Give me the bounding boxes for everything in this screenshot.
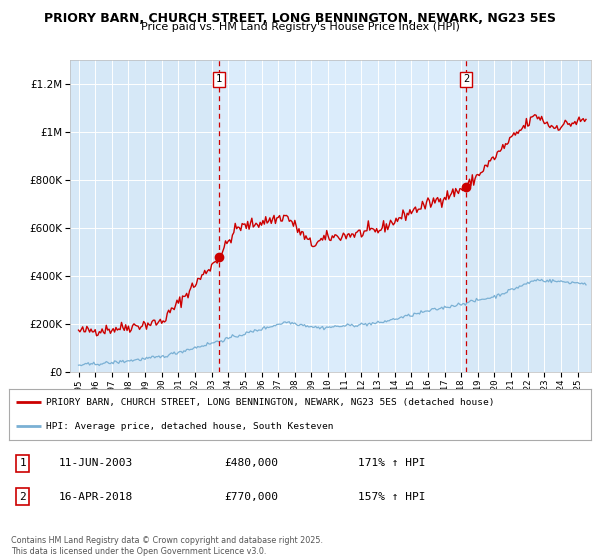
Text: Contains HM Land Registry data © Crown copyright and database right 2025.
This d: Contains HM Land Registry data © Crown c… xyxy=(11,536,323,556)
Text: HPI: Average price, detached house, South Kesteven: HPI: Average price, detached house, Sout… xyxy=(46,422,333,431)
Text: 2: 2 xyxy=(463,74,469,84)
Text: 1: 1 xyxy=(19,459,26,469)
Text: 11-JUN-2003: 11-JUN-2003 xyxy=(58,459,133,469)
Text: Price paid vs. HM Land Registry's House Price Index (HPI): Price paid vs. HM Land Registry's House … xyxy=(140,22,460,32)
Text: 2: 2 xyxy=(19,492,26,502)
Text: 157% ↑ HPI: 157% ↑ HPI xyxy=(358,492,426,502)
Bar xyxy=(219,60,466,372)
Text: 171% ↑ HPI: 171% ↑ HPI xyxy=(358,459,426,469)
Text: PRIORY BARN, CHURCH STREET, LONG BENNINGTON, NEWARK, NG23 5ES (detached house): PRIORY BARN, CHURCH STREET, LONG BENNING… xyxy=(46,398,494,407)
Text: 16-APR-2018: 16-APR-2018 xyxy=(58,492,133,502)
Text: £770,000: £770,000 xyxy=(224,492,278,502)
Text: £480,000: £480,000 xyxy=(224,459,278,469)
Text: 1: 1 xyxy=(216,74,222,84)
Text: PRIORY BARN, CHURCH STREET, LONG BENNINGTON, NEWARK, NG23 5ES: PRIORY BARN, CHURCH STREET, LONG BENNING… xyxy=(44,12,556,25)
